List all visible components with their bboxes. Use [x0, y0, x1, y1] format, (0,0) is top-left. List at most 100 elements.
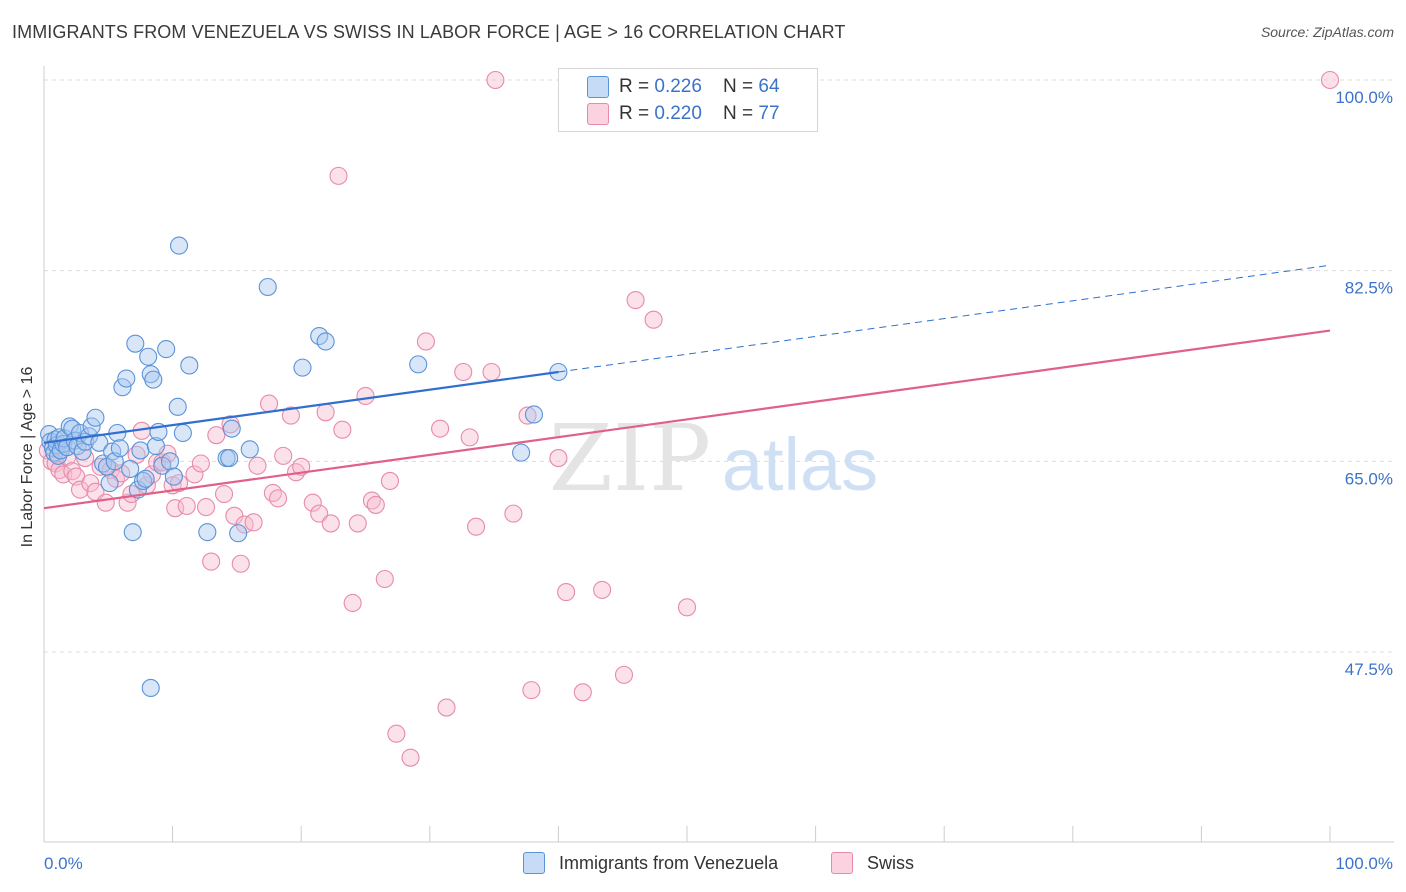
swiss-point: [91, 457, 110, 476]
venezuela-point: [110, 439, 129, 458]
swiss-point: [380, 471, 399, 490]
venezuela-point: [141, 678, 160, 698]
swiss-point: [348, 514, 367, 533]
swiss-point: [614, 665, 634, 684]
swiss-point: [329, 166, 348, 185]
swiss-point: [518, 406, 537, 425]
venezuela-point: [512, 443, 531, 462]
venezuela-point: [169, 236, 189, 255]
swiss-point: [677, 598, 697, 617]
venezuela-point: [198, 523, 217, 542]
swiss-point: [281, 406, 300, 425]
venezuela-trend-extension: [558, 264, 1331, 373]
swiss-point: [244, 513, 263, 532]
series-legend-venezuela[interactable]: Immigrants from Venezuela: [523, 852, 778, 874]
swiss-point: [248, 456, 267, 475]
watermark: ZIP atlas: [549, 405, 878, 512]
x-tick-label: 100.0%: [1335, 854, 1393, 873]
series-swatch-swiss: [831, 852, 853, 874]
venezuela-point: [160, 452, 180, 471]
legend-r-value: 0.220: [654, 103, 702, 124]
swiss-point: [185, 465, 204, 484]
legend-n-value: 77: [758, 103, 780, 124]
venezuela-point: [258, 277, 277, 297]
x-tick-label: 0.0%: [44, 854, 83, 873]
venezuela-point: [316, 332, 335, 351]
swiss-point: [166, 499, 185, 518]
swiss-point: [1320, 70, 1340, 90]
swiss-point: [96, 493, 115, 512]
legend-r-label: R =: [619, 103, 655, 124]
swiss-point: [231, 554, 250, 573]
venezuela-point: [60, 417, 79, 436]
correlation-legend: R = 0.226 N = 64 R = 0.220 N = 77: [558, 68, 818, 132]
swiss-point: [504, 504, 523, 523]
swiss-point: [387, 724, 406, 743]
venezuela-point: [168, 397, 187, 416]
swiss-point: [177, 496, 196, 516]
swiss-point: [303, 493, 322, 512]
swiss-point: [274, 446, 293, 465]
legend-swatch-venezuela: [587, 76, 609, 98]
swiss-point: [416, 332, 435, 351]
swiss-point: [431, 419, 450, 438]
venezuela-point: [222, 419, 241, 438]
swiss-point: [70, 480, 90, 499]
swiss-point: [207, 426, 226, 445]
venezuela-point: [220, 449, 239, 468]
swiss-point: [375, 569, 394, 589]
venezuela-point: [100, 474, 119, 493]
swiss-point: [81, 474, 100, 493]
swiss-point: [573, 683, 592, 702]
venezuela-point: [139, 347, 158, 366]
swiss-point: [454, 362, 473, 382]
swiss-point: [269, 489, 288, 508]
swiss-point: [356, 386, 375, 406]
series-name-venezuela: Immigrants from Venezuela: [559, 852, 779, 873]
swiss-point: [196, 498, 216, 517]
venezuela-points: [40, 236, 568, 698]
swiss-point: [460, 428, 479, 447]
swiss-point: [593, 580, 612, 599]
axes: [43, 66, 1394, 843]
swiss-point: [401, 748, 420, 767]
series-name-swiss: Swiss: [867, 852, 915, 873]
trend-lines: [43, 264, 1331, 510]
venezuela-point: [173, 423, 192, 443]
venezuela-point: [117, 369, 136, 388]
legend-n-label: N =: [723, 103, 759, 124]
venezuela-point: [229, 524, 248, 543]
venezuela-point: [133, 471, 153, 490]
source-credit: Source: ZipAtlas.com: [1260, 24, 1394, 40]
venezuela-point: [164, 467, 183, 486]
swiss-point: [214, 484, 234, 504]
swiss-point: [482, 362, 501, 382]
swiss-trend-line: [43, 329, 1331, 510]
venezuela-point: [82, 417, 101, 436]
swiss-point: [316, 403, 335, 422]
y-tick-label: 47.5%: [1345, 660, 1393, 679]
venezuela-point: [240, 440, 259, 459]
swiss-point: [263, 483, 282, 502]
series-swatch-venezuela: [523, 852, 545, 874]
venezuela-point: [157, 340, 176, 359]
swiss-point: [259, 394, 279, 413]
legend-n-value: 64: [758, 76, 780, 97]
venezuela-trend-line: [43, 370, 559, 444]
series-legend-swiss[interactable]: Swiss: [831, 852, 914, 874]
venezuela-point: [409, 355, 428, 374]
tick-labels: 100.0% 82.5% 65.0% 47.5% 0.0% 100.0%: [44, 88, 1393, 873]
y-tick-label: 82.5%: [1345, 279, 1393, 298]
swiss-point: [626, 291, 645, 310]
y-tick-label: 100.0%: [1335, 88, 1393, 107]
series-legend: Immigrants from Venezuela Swiss: [0, 852, 1406, 878]
venezuela-point: [126, 334, 145, 353]
swiss-point: [644, 310, 663, 329]
venezuela-point: [86, 408, 105, 427]
swiss-point: [549, 449, 568, 468]
swiss-point: [366, 495, 385, 514]
swiss-point: [191, 454, 210, 473]
y-tick-label: 65.0%: [1345, 469, 1393, 488]
venezuela-point: [146, 437, 165, 456]
venezuela-point: [113, 378, 132, 397]
